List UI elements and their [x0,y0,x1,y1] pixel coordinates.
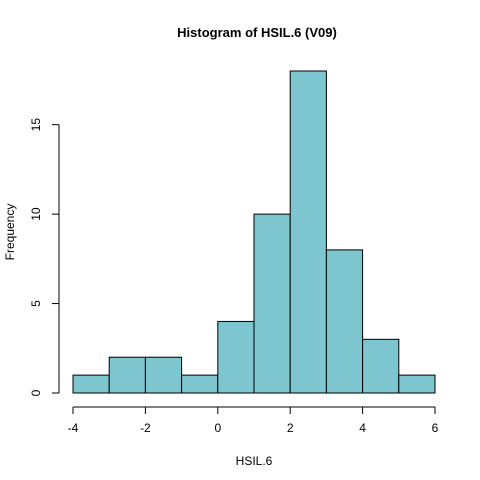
histogram-bar [72,374,110,394]
y-tick-label: 0 [29,389,43,396]
y-axis: 0 5 10 15 [29,118,60,396]
x-axis-label: HSIL.6 [236,454,273,468]
y-tick-label: 10 [29,207,43,221]
x-tick-label: -4 [68,421,79,435]
histogram-bar [108,356,146,394]
x-tick-label: 6 [432,421,439,435]
y-axis-label: Frequency [3,204,17,261]
histogram-bar [398,374,436,394]
x-axis: -4 -2 0 2 4 6 [68,406,439,435]
x-tick-label: -2 [140,421,151,435]
bars-group [72,70,436,394]
y-tick-label: 5 [29,300,43,307]
chart-title: Histogram of HSIL.6 (V09) [177,25,337,40]
x-tick-label: 0 [214,421,221,435]
y-tick-label: 15 [29,118,43,132]
x-tick-label: 4 [359,421,366,435]
histogram-bar [144,356,183,394]
histogram-bar [253,213,291,394]
histogram-bar [289,70,327,394]
histogram-bar [362,338,400,394]
histogram-bar [325,249,364,394]
histogram-bar [181,374,219,394]
x-tick-label: 2 [287,421,294,435]
histogram-bar [217,320,255,394]
